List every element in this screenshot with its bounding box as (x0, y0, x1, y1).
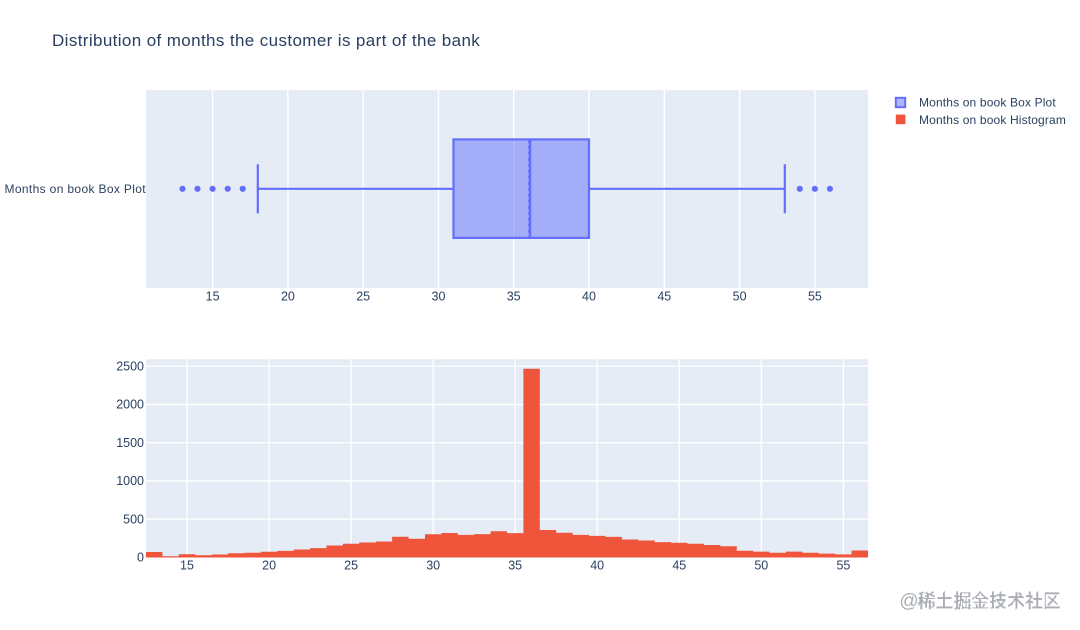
svg-text:Months on book Histogram: Months on book Histogram (919, 113, 1066, 127)
svg-text:30: 30 (426, 559, 440, 573)
svg-text:@: @ (899, 591, 918, 612)
svg-text:35: 35 (507, 290, 521, 304)
svg-text:15: 15 (180, 559, 194, 573)
svg-text:20: 20 (281, 290, 295, 304)
svg-text:55: 55 (836, 559, 850, 573)
svg-text:35: 35 (508, 559, 522, 573)
svg-text:15: 15 (206, 290, 220, 304)
svg-text:0: 0 (137, 551, 144, 565)
svg-text:500: 500 (123, 512, 144, 526)
svg-text:2000: 2000 (116, 398, 144, 412)
svg-text:45: 45 (672, 559, 686, 573)
svg-text:2500: 2500 (116, 359, 144, 373)
svg-text:Months on book Box Plot: Months on book Box Plot (919, 96, 1056, 110)
svg-text:50: 50 (754, 559, 768, 573)
svg-text:55: 55 (808, 290, 822, 304)
svg-text:45: 45 (657, 290, 671, 304)
svg-text:40: 40 (590, 559, 604, 573)
svg-text:40: 40 (582, 290, 596, 304)
svg-text:20: 20 (262, 559, 276, 573)
svg-text:Months on book Box Plot: Months on book Box Plot (5, 182, 147, 196)
svg-text:50: 50 (733, 290, 747, 304)
svg-text:25: 25 (356, 290, 370, 304)
svg-text:30: 30 (432, 290, 446, 304)
svg-text:1000: 1000 (116, 474, 144, 488)
svg-text:1500: 1500 (116, 436, 144, 450)
svg-text:25: 25 (344, 559, 358, 573)
svg-text:Distribution of months the cus: Distribution of months the customer is p… (52, 31, 480, 50)
